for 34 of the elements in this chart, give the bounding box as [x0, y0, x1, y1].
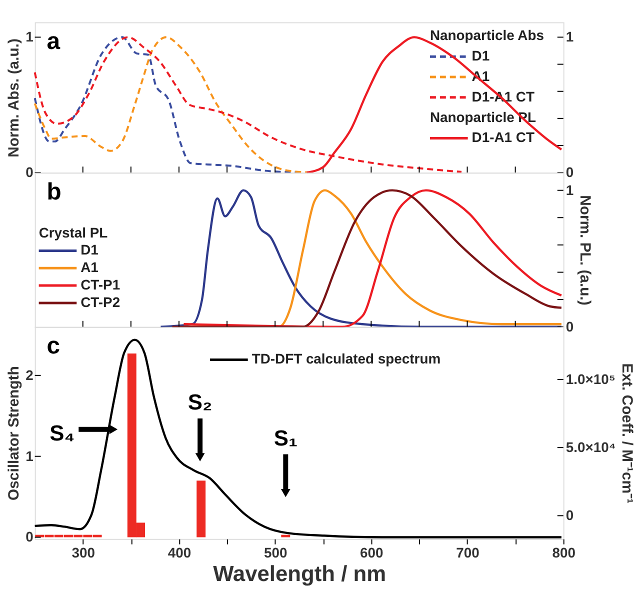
y-axis-title: Oscillator Strength	[6, 366, 23, 501]
annotation: S₁	[274, 425, 298, 450]
legend-label: A1	[80, 259, 99, 276]
x-tick-label: 400	[168, 544, 192, 560]
legend-label: CT-P1	[80, 276, 120, 293]
x-tick-label: 500	[264, 544, 288, 560]
legend-title: Nanoparticle Abs	[430, 27, 544, 44]
legend-label: TD-DFT calculated spectrum	[252, 350, 441, 367]
y-tick-label: 2	[26, 366, 34, 383]
legend-label: D1	[80, 242, 99, 258]
y-tick-label: 1	[26, 448, 34, 464]
annotation: c	[46, 332, 60, 360]
legend-label: D1	[472, 48, 490, 64]
legend-label: CT-P2	[80, 294, 120, 310]
y2-tick-label: 5.0×10⁴	[566, 439, 616, 456]
y-tick-label: 0	[26, 528, 34, 545]
x-tick-label: 800	[552, 544, 576, 560]
annotation: S₄	[50, 420, 75, 446]
y2-axis-title: Ext. Coeff. / M⁻¹cm⁻¹	[618, 363, 636, 504]
legend-title: Crystal PL	[38, 224, 108, 240]
legend-label: D1-A1 CT	[472, 129, 535, 146]
annotation: b	[46, 178, 62, 206]
y2-tick-label: 1.0×10⁵	[566, 370, 616, 387]
x-tick-label: 600	[360, 544, 384, 560]
x-tick-label: 300	[72, 544, 96, 560]
x-tick-label: 700	[456, 544, 480, 560]
annotation: S₂	[188, 389, 212, 414]
y-tick-label: 1	[26, 28, 34, 45]
y-tick-label: 0	[26, 164, 34, 180]
x-axis-title: Wavelength / nm	[213, 561, 386, 586]
bar	[196, 480, 206, 538]
y-axis-title: Norm. PL. (a.u.)	[576, 195, 594, 306]
annotation: a	[46, 28, 61, 56]
y-axis-title: Norm. Abs. (a.u.)	[6, 38, 23, 158]
